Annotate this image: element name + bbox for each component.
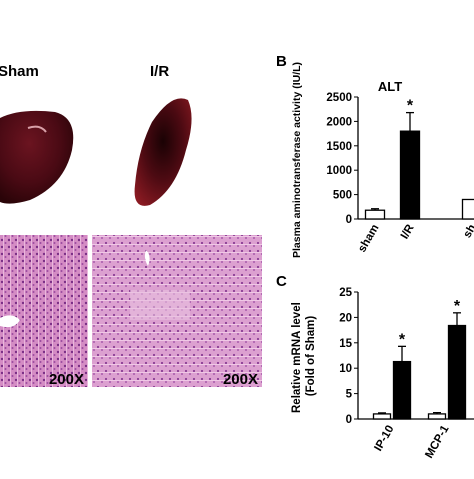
panel-label: C [276, 273, 287, 290]
liver-photo [0, 111, 73, 204]
group-label: Sham [0, 63, 39, 80]
x-tick-label: sham [356, 223, 381, 255]
bar [429, 414, 446, 419]
y-tick-label: 1500 [326, 141, 352, 153]
bar [374, 414, 391, 419]
magnification: 200X [223, 371, 258, 388]
y-tick-label: 500 [333, 190, 352, 202]
y-axis-label-line: (Fold of Sham) [305, 316, 317, 397]
liver-photo [135, 98, 192, 206]
y-tick-label: 1000 [326, 165, 352, 177]
bar [401, 131, 420, 219]
bar [449, 326, 466, 419]
pale-zone [130, 290, 190, 320]
y-tick-label: 2500 [326, 92, 352, 104]
bar [394, 362, 411, 419]
y-tick-label: 0 [346, 414, 352, 426]
y-tick-label: 2000 [326, 116, 352, 128]
y-tick-label: 15 [339, 338, 352, 350]
bar [463, 199, 474, 219]
y-tick-label: 0 [346, 214, 352, 226]
magnification: 200X [49, 371, 84, 388]
y-tick-label: 25 [339, 287, 352, 299]
significance: * [399, 331, 406, 348]
group-label: I/R [150, 63, 169, 80]
significance: * [407, 98, 414, 115]
chart-title: ALT [378, 79, 402, 94]
x-tick-label: I/R [399, 222, 417, 241]
y-tick-label: 10 [339, 363, 352, 375]
x-tick-label: sh [461, 223, 474, 241]
panel-label: B [276, 53, 287, 70]
y-tick-label: 20 [339, 312, 352, 324]
bar [366, 210, 385, 219]
x-tick-label: IP-10 [372, 424, 396, 454]
y-axis-label-line: Relative mRNA level [291, 302, 303, 413]
histology [0, 235, 88, 387]
significance: * [454, 298, 461, 315]
x-tick-label: MCP-1 [423, 423, 452, 461]
y-axis-label: Relative mRNA level (Fold of Sham) [291, 299, 317, 413]
y-tick-label: 5 [346, 389, 353, 401]
y-axis-label: Plasma aminotransferase activity (IU/L) [291, 62, 303, 258]
